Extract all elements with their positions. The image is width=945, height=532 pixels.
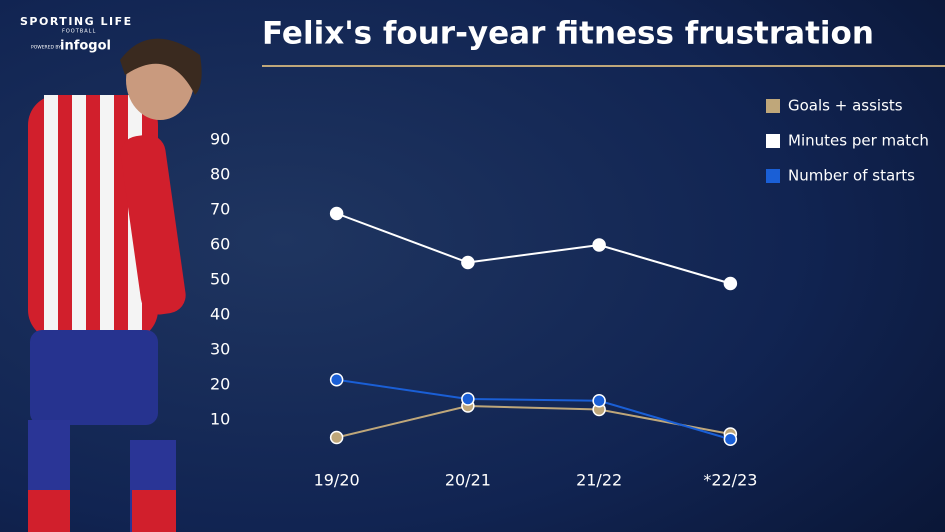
- legend-swatch: [766, 99, 780, 113]
- y-tick-label: 70: [210, 200, 230, 219]
- brand-powered: POWERED BY: [31, 45, 61, 51]
- series-line: [336, 378, 731, 441]
- y-tick-label: 40: [210, 305, 230, 324]
- point: [329, 206, 344, 221]
- y-tick-label: 10: [210, 410, 230, 429]
- y-tick-label: 60: [210, 235, 230, 254]
- y-tick-label: 90: [210, 130, 230, 149]
- legend-label: Goals + assists: [788, 97, 903, 115]
- point: [461, 392, 475, 406]
- point: [723, 432, 738, 446]
- y-tick-label: 80: [210, 165, 230, 184]
- y-tick-label: 50: [210, 270, 230, 289]
- point: [461, 255, 475, 270]
- legend-label: Number of starts: [788, 167, 915, 185]
- player-photo: [28, 38, 202, 532]
- x-tick-label: *22/23: [703, 471, 757, 490]
- brand-partner: infogol: [60, 39, 111, 54]
- point: [592, 394, 606, 408]
- x-tick-label: 21/22: [576, 471, 622, 490]
- y-tick-label: 20: [210, 375, 230, 394]
- legend-swatch: [766, 169, 780, 183]
- brand-name: SPORTING LIFE: [20, 15, 133, 28]
- x-tick-label: 20/21: [445, 471, 491, 490]
- chart-title: Felix's four-year fitness frustration: [262, 16, 874, 52]
- y-tick-label: 30: [210, 340, 230, 359]
- point: [329, 373, 344, 387]
- point: [329, 430, 344, 445]
- x-tick-label: 19/20: [314, 471, 360, 490]
- brand-section: FOOTBALL: [62, 29, 96, 35]
- series-line: [336, 404, 731, 439]
- point: [592, 238, 606, 252]
- point: [723, 276, 738, 291]
- series-line: [336, 212, 731, 285]
- legend-swatch: [766, 134, 780, 148]
- legend-label: Minutes per match: [788, 132, 929, 150]
